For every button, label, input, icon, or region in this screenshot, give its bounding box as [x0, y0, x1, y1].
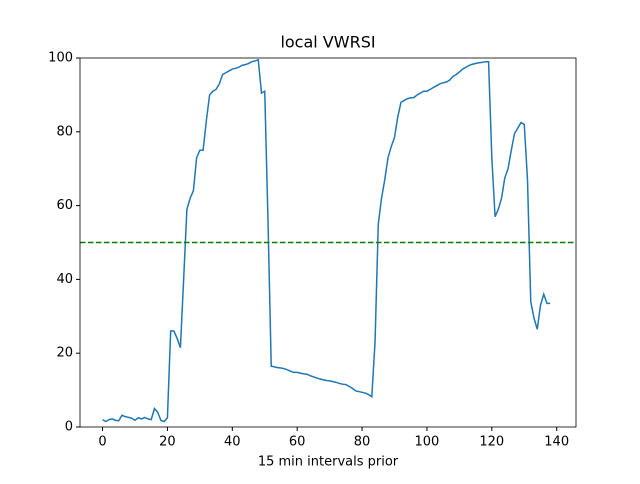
x-tick-label: 60 — [289, 435, 306, 450]
x-tick-label: 100 — [415, 435, 440, 450]
y-tick-label: 40 — [56, 272, 73, 287]
chart-title: local VWRSI — [280, 33, 375, 52]
x-tick-label: 0 — [98, 435, 106, 450]
y-tick-label: 100 — [48, 51, 73, 66]
y-tick-label: 0 — [65, 420, 73, 435]
plot-frame — [79, 57, 577, 428]
x-tick-label: 20 — [159, 435, 176, 450]
x-axis-label: 15 min intervals prior — [258, 455, 399, 470]
y-tick-label: 20 — [56, 346, 73, 361]
y-tick-label: 60 — [56, 198, 73, 213]
y-tick-label: 80 — [56, 124, 73, 139]
x-tick-label: 140 — [544, 435, 569, 450]
line — [102, 58, 551, 423]
x-tick-label: 80 — [354, 435, 371, 450]
x-tick-label: 40 — [224, 435, 241, 450]
x-tick-label: 120 — [479, 435, 504, 450]
